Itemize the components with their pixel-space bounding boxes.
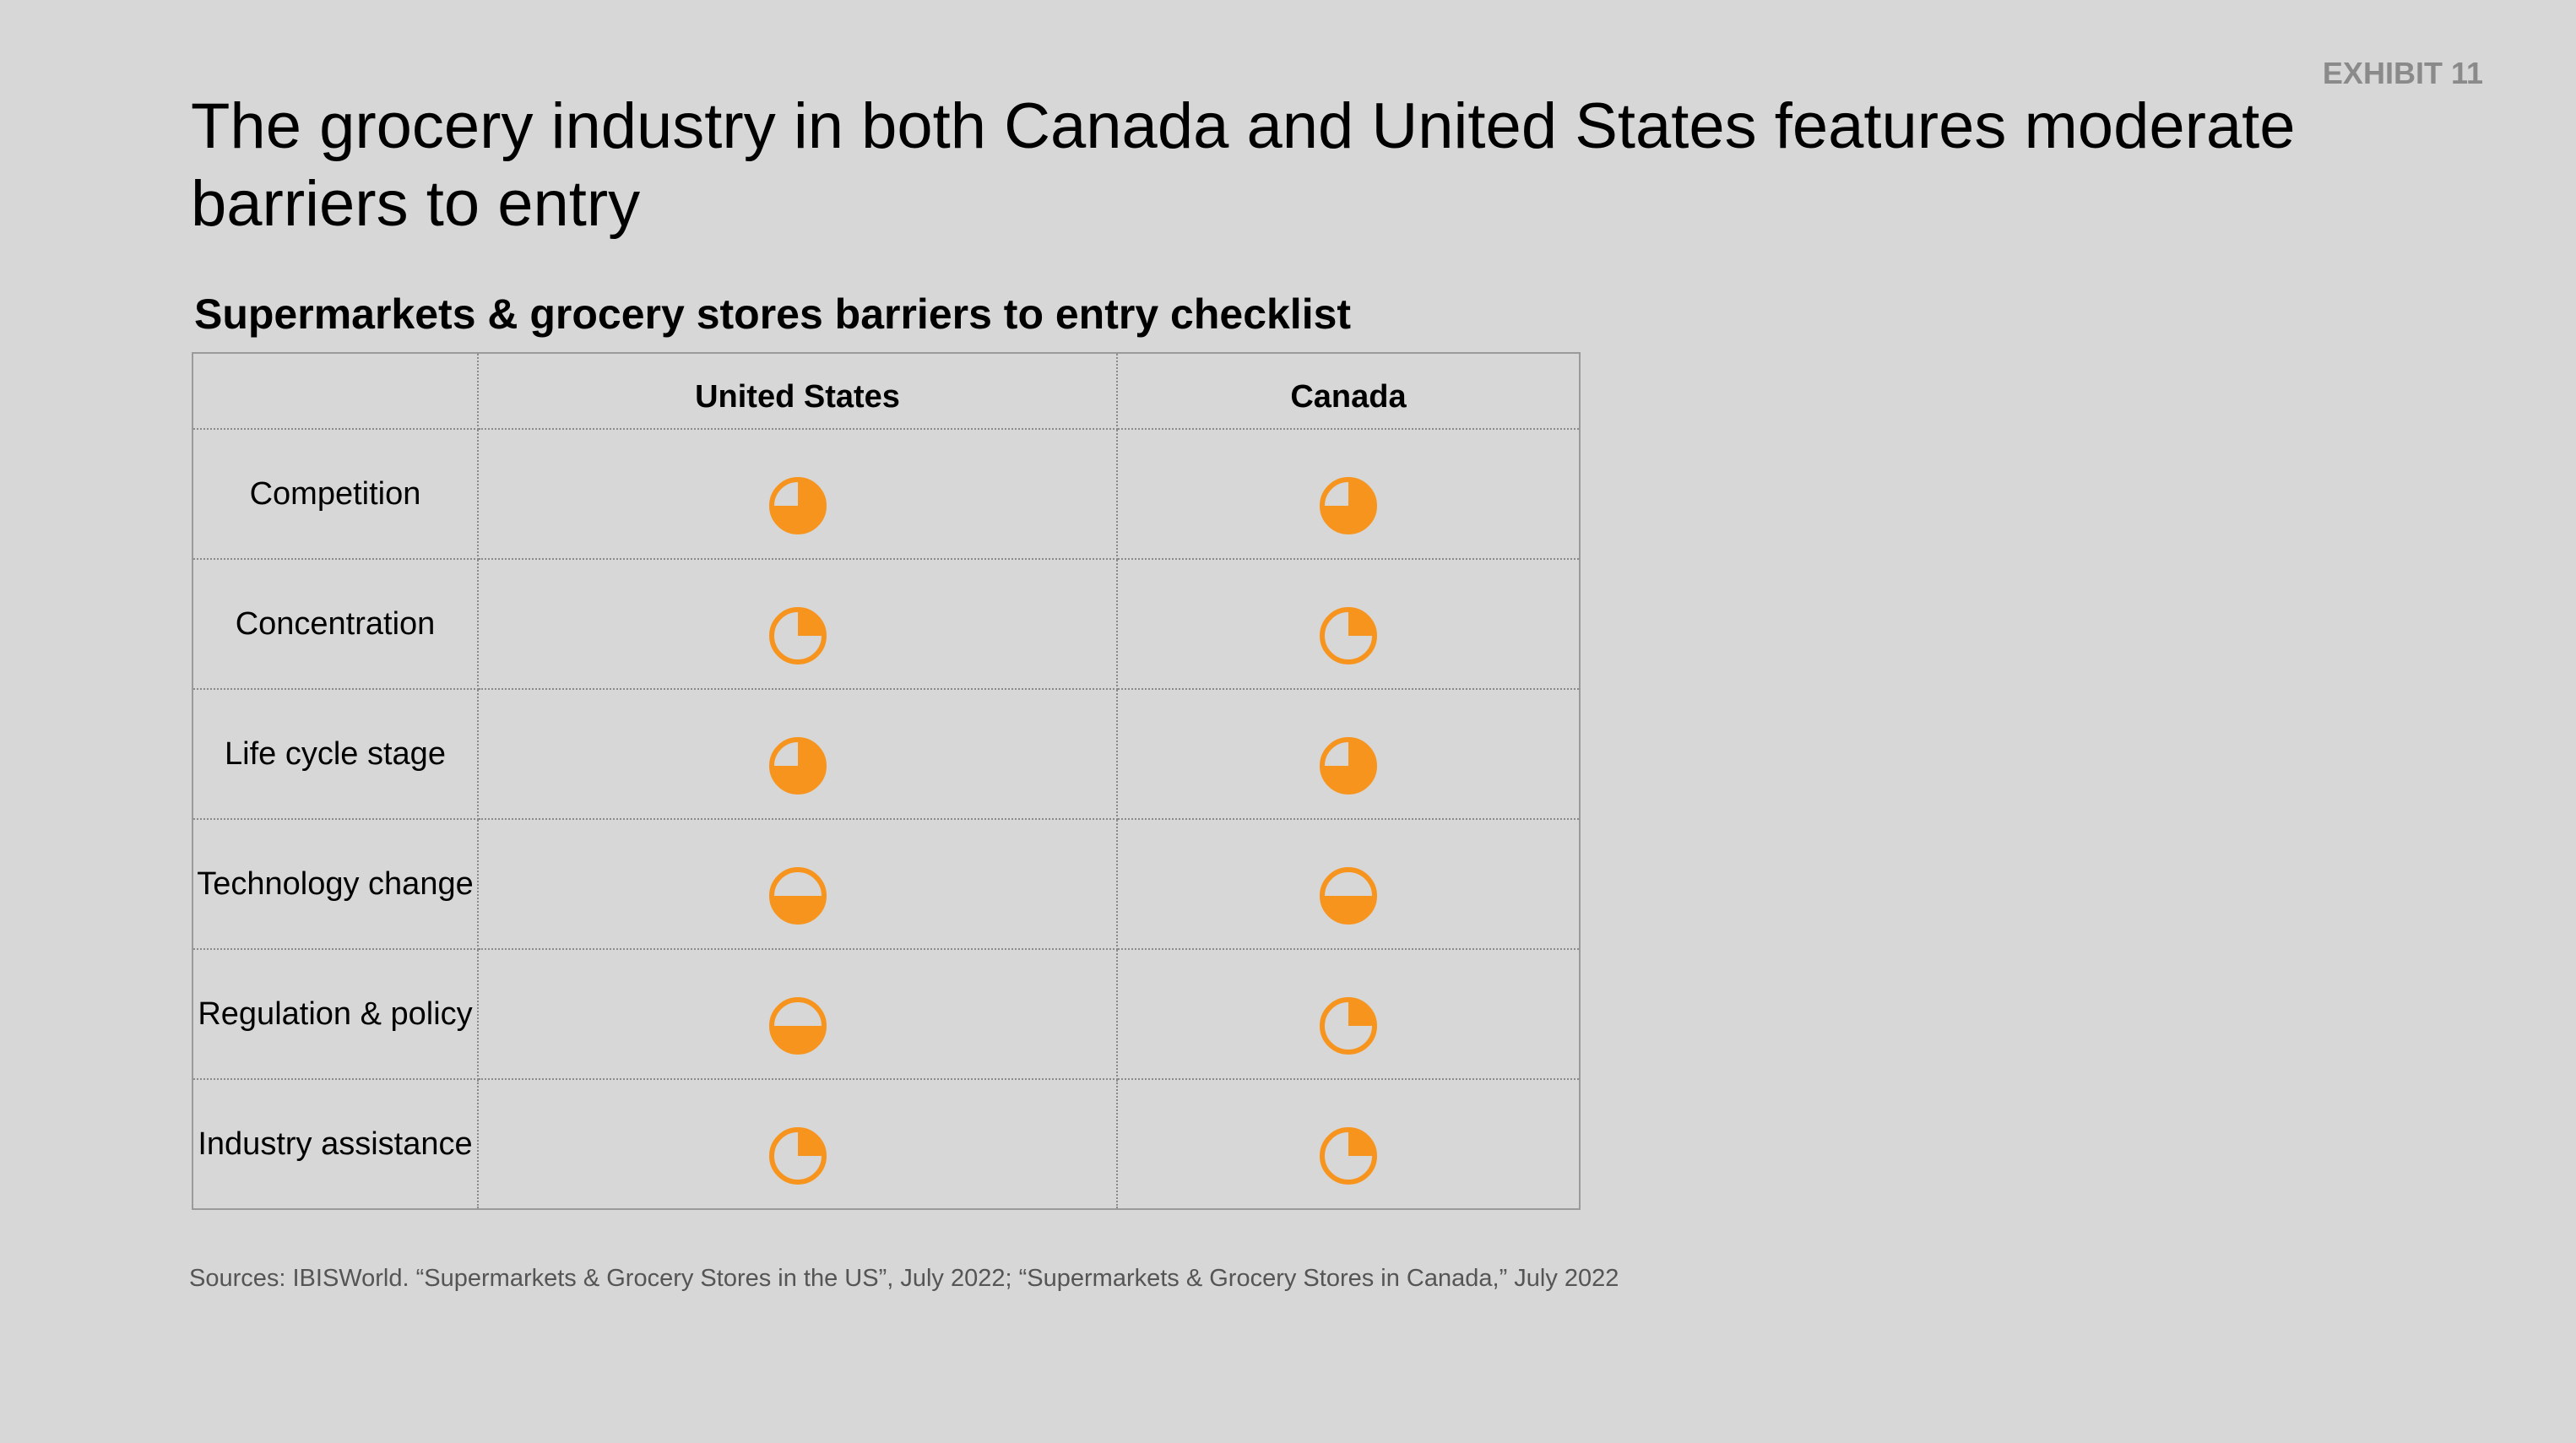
row-label-regulation-policy: Regulation & policy <box>192 948 479 1080</box>
harvey-ball-icon <box>768 477 827 534</box>
harvey-ball-fill <box>797 1130 824 1156</box>
harvey-ball-icon <box>768 737 827 795</box>
harvey-ball-fill <box>1348 1000 1375 1026</box>
us-rating-icon <box>477 688 1118 820</box>
harvey-ball-icon <box>768 867 827 925</box>
header-empty <box>192 352 479 430</box>
table-row: Industry assistance <box>192 1078 1581 1210</box>
header-canada: Canada <box>1116 352 1581 430</box>
table-row: Regulation & policy <box>192 948 1581 1080</box>
row-label-competition: Competition <box>192 428 479 560</box>
us-rating-icon <box>477 818 1118 950</box>
canada-rating-icon <box>1116 428 1581 560</box>
harvey-ball-icon <box>1320 867 1377 925</box>
barriers-checklist-table: United States Canada Competition Concent… <box>192 352 1581 1210</box>
canada-rating-icon <box>1116 558 1581 690</box>
us-rating-icon <box>477 948 1118 1080</box>
us-rating-icon <box>477 428 1118 560</box>
harvey-ball-fill <box>1348 610 1375 636</box>
harvey-ball-fill <box>771 740 824 792</box>
sources-footnote: Sources: IBISWorld. “Supermarkets & Groc… <box>189 1265 1619 1292</box>
harvey-ball-fill <box>771 896 824 922</box>
harvey-ball-icon <box>1320 997 1377 1055</box>
table-row: Competition <box>192 428 1581 560</box>
harvey-ball-icon <box>768 607 827 665</box>
harvey-ball-icon <box>1320 737 1377 795</box>
us-rating-icon <box>477 1078 1118 1210</box>
harvey-ball-fill <box>771 1026 824 1052</box>
us-rating-icon <box>477 558 1118 690</box>
harvey-ball-fill <box>1348 1130 1375 1156</box>
exhibit-label: EXHIBIT 11 <box>2322 56 2483 90</box>
canada-rating-icon <box>1116 688 1581 820</box>
harvey-ball-icon <box>1320 477 1377 534</box>
row-label-life-cycle-stage: Life cycle stage <box>192 688 479 820</box>
harvey-ball-fill <box>1322 740 1375 792</box>
harvey-ball-icon <box>768 997 827 1055</box>
row-label-industry-assistance: Industry assistance <box>192 1078 479 1210</box>
harvey-ball-icon <box>768 1127 827 1185</box>
table-row: Life cycle stage <box>192 688 1581 820</box>
table-subtitle: Supermarkets & grocery stores barriers t… <box>194 290 1352 338</box>
row-label-technology-change: Technology change <box>192 818 479 950</box>
harvey-ball-icon <box>1320 1127 1377 1185</box>
canada-rating-icon <box>1116 818 1581 950</box>
harvey-ball-fill <box>1322 480 1375 532</box>
harvey-ball-fill <box>771 480 824 532</box>
table-row: Technology change <box>192 818 1581 950</box>
harvey-ball-fill <box>1322 896 1375 922</box>
row-label-concentration: Concentration <box>192 558 479 690</box>
harvey-ball-fill <box>797 610 824 636</box>
harvey-ball-icon <box>1320 607 1377 665</box>
canada-rating-icon <box>1116 948 1581 1080</box>
page-title: The grocery industry in both Canada and … <box>191 90 2296 240</box>
canada-rating-icon <box>1116 1078 1581 1210</box>
table-row: Concentration <box>192 558 1581 690</box>
table-header-row: United States Canada <box>192 352 1581 430</box>
header-united-states: United States <box>477 352 1118 430</box>
